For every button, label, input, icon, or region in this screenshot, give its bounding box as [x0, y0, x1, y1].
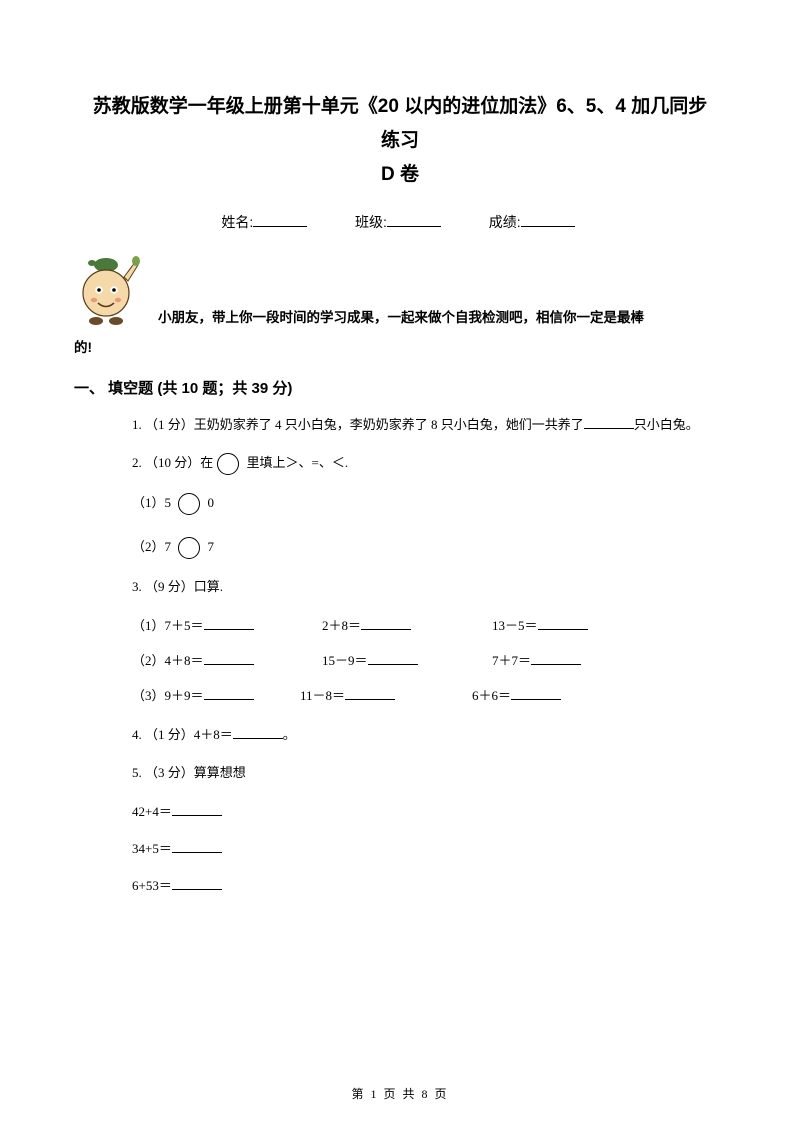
q3r2a: （2）4＋8＝ [132, 653, 204, 668]
q5c-text: 6+53＝ [132, 878, 172, 893]
section1-head: 一、 填空题 (共 10 题；共 39 分) [74, 377, 710, 401]
q1-blank[interactable] [584, 417, 634, 429]
q4-suffix: 。 [283, 727, 296, 742]
name-label: 姓名: [221, 214, 253, 230]
q5a: 42+4＝ [132, 802, 710, 823]
q5b: 34+5＝ [132, 839, 710, 860]
q4-blank[interactable] [233, 727, 283, 739]
page-footer: 第 1 页 共 8 页 [0, 1085, 800, 1104]
q2-s2a: （2）7 [132, 539, 174, 554]
blank[interactable] [204, 653, 254, 665]
q2-s2: （2）7 7 [132, 537, 710, 559]
blank[interactable] [511, 688, 561, 700]
q4-prefix: 4. （1 分）4＋8＝ [132, 727, 233, 742]
title-line1: 苏教版数学一年级上册第十单元《20 以内的进位加法》6、5、4 加几同步练习 [90, 90, 710, 158]
blank[interactable] [538, 618, 588, 630]
q5b-text: 34+5＝ [132, 841, 172, 856]
blank[interactable] [368, 653, 418, 665]
q4: 4. （1 分）4＋8＝ 。 [132, 725, 710, 746]
circle-input[interactable] [178, 537, 200, 559]
q2-head-a: 2. （10 分）在 [132, 455, 213, 470]
blank[interactable] [361, 618, 411, 630]
blank[interactable] [172, 878, 222, 890]
q1: 1. （1 分）王奶奶家养了 4 只小白兔，李奶奶家养了 8 只小白兔，她们一共… [132, 415, 710, 436]
q5c: 6+53＝ [132, 876, 710, 897]
blank[interactable] [531, 653, 581, 665]
intro-text: 小朋友，带上你一段时间的学习成果，一起来做个自我检测吧，相信你一定是最棒 [158, 304, 644, 331]
mascot-row: 小朋友，带上你一段时间的学习成果，一起来做个自我检测吧，相信你一定是最棒 [90, 247, 710, 331]
q1-prefix: 1. （1 分）王奶奶家养了 4 只小白兔，李奶奶家养了 8 只小白兔，她们一共… [132, 417, 584, 432]
class-label: 班级: [355, 214, 387, 230]
mascot-icon [74, 247, 146, 331]
circle-icon [217, 453, 239, 475]
circle-input[interactable] [178, 493, 200, 515]
q2-s2b: 7 [204, 539, 214, 554]
blank[interactable] [172, 841, 222, 853]
name-blank[interactable] [253, 213, 307, 227]
score-blank[interactable] [521, 213, 575, 227]
intro-tail: 的! [74, 337, 710, 359]
q2-s1a: （1）5 [132, 495, 174, 510]
q3r1c: 13－5＝ [492, 618, 538, 633]
q3-head: 3. （9 分）口算. [132, 577, 710, 598]
page-title: 苏教版数学一年级上册第十单元《20 以内的进位加法》6、5、4 加几同步练习 D… [90, 90, 710, 193]
score-label: 成绩: [489, 214, 521, 230]
q5a-text: 42+4＝ [132, 804, 172, 819]
q2-s1b: 0 [204, 495, 214, 510]
title-line2: D 卷 [90, 158, 710, 192]
q3r1a: （1）7＋5＝ [132, 618, 204, 633]
blank[interactable] [204, 618, 254, 630]
q3r3b: 11－8＝ [300, 688, 345, 703]
q3r2b: 15－9＝ [322, 653, 368, 668]
q2-head-b: 里填上＞、=、＜. [243, 455, 348, 470]
q1-suffix: 只小白兔。 [634, 417, 699, 432]
blank[interactable] [172, 804, 222, 816]
q2-head: 2. （10 分）在 里填上＞、=、＜. [132, 453, 710, 475]
q2-s1: （1）5 0 [132, 493, 710, 515]
q3-r1: （1）7＋5＝ 2＋8＝ 13－5＝ [132, 616, 710, 637]
q3r1b: 2＋8＝ [322, 618, 361, 633]
q3r3a: （3）9＋9＝ [132, 688, 204, 703]
info-line: 姓名: 班级: 成绩: [90, 211, 710, 233]
q3-r2: （2）4＋8＝ 15－9＝ 7＋7＝ [132, 651, 710, 672]
q3r2c: 7＋7＝ [492, 653, 531, 668]
q3r3c: 6＋6＝ [472, 688, 511, 703]
blank[interactable] [204, 688, 254, 700]
blank[interactable] [345, 688, 395, 700]
q3-r3: （3）9＋9＝ 11－8＝ 6＋6＝ [132, 686, 710, 707]
class-blank[interactable] [387, 213, 441, 227]
q5-head: 5. （3 分）算算想想 [132, 763, 710, 784]
